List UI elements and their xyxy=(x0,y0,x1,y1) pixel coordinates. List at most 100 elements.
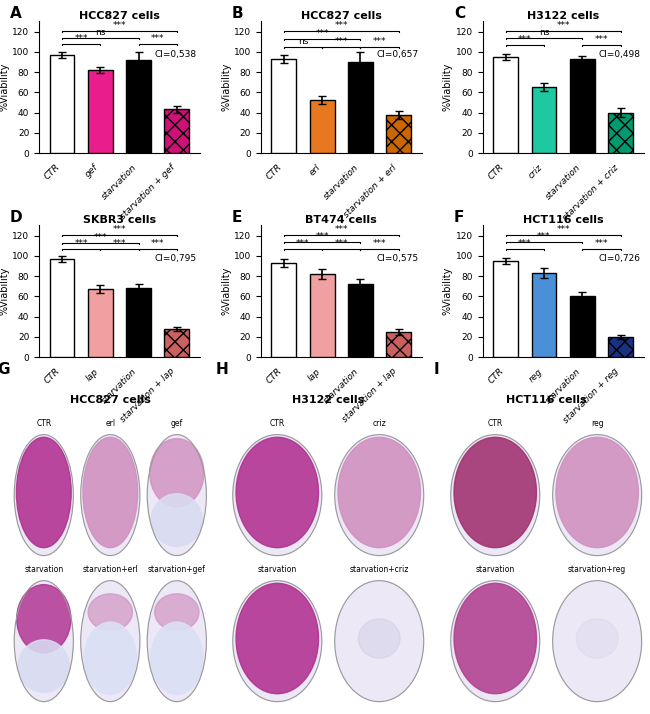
Ellipse shape xyxy=(18,640,70,693)
Ellipse shape xyxy=(81,580,140,702)
Text: ***: *** xyxy=(373,37,386,46)
Ellipse shape xyxy=(552,435,642,555)
Text: CI=0,726: CI=0,726 xyxy=(598,254,640,263)
Ellipse shape xyxy=(81,435,140,555)
Text: CI=0,795: CI=0,795 xyxy=(155,254,196,263)
Ellipse shape xyxy=(151,494,202,546)
Text: ***: *** xyxy=(373,239,386,248)
Bar xyxy=(126,60,151,153)
Ellipse shape xyxy=(148,435,206,555)
Ellipse shape xyxy=(358,619,400,658)
Text: ***: *** xyxy=(335,239,348,248)
Title: HCC827 cells: HCC827 cells xyxy=(79,11,160,21)
Title: HCC827 cells: HCC827 cells xyxy=(301,11,382,21)
Text: ***: *** xyxy=(315,232,329,241)
Ellipse shape xyxy=(148,580,206,702)
Text: reg: reg xyxy=(591,419,603,428)
Text: ***: *** xyxy=(112,239,126,248)
Text: ***: *** xyxy=(112,21,126,30)
Text: D: D xyxy=(10,210,23,225)
Bar xyxy=(272,59,296,153)
Title: BT474 cells: BT474 cells xyxy=(306,215,377,225)
Text: ***: *** xyxy=(94,233,107,242)
Text: A: A xyxy=(10,6,22,21)
Text: C: C xyxy=(454,6,465,21)
Bar xyxy=(88,289,112,357)
Ellipse shape xyxy=(83,437,138,548)
Text: ns: ns xyxy=(298,37,308,46)
Bar xyxy=(386,332,411,357)
Ellipse shape xyxy=(14,580,73,702)
Ellipse shape xyxy=(454,437,536,548)
Bar xyxy=(88,70,112,153)
Text: CTR: CTR xyxy=(270,419,285,428)
Text: F: F xyxy=(454,210,464,225)
Text: criz: criz xyxy=(372,419,386,428)
Ellipse shape xyxy=(335,580,424,702)
Text: ns: ns xyxy=(539,28,549,37)
Text: erl: erl xyxy=(105,419,115,428)
Ellipse shape xyxy=(338,437,421,548)
Bar xyxy=(272,263,296,357)
Text: ns: ns xyxy=(95,28,105,37)
Text: starvation+gef: starvation+gef xyxy=(148,565,206,574)
Ellipse shape xyxy=(14,435,73,555)
Bar xyxy=(608,113,633,153)
Bar xyxy=(570,59,595,153)
Text: H: H xyxy=(215,362,228,377)
Text: ***: *** xyxy=(335,37,348,46)
Text: ***: *** xyxy=(151,239,164,248)
Text: ***: *** xyxy=(595,35,608,44)
Text: starvation: starvation xyxy=(257,565,297,574)
Ellipse shape xyxy=(150,438,204,507)
Ellipse shape xyxy=(552,580,642,702)
Text: G: G xyxy=(0,362,10,377)
Ellipse shape xyxy=(335,435,424,555)
Ellipse shape xyxy=(450,435,540,555)
Title: H3122 cells: H3122 cells xyxy=(527,11,599,21)
Text: HCT116 cells: HCT116 cells xyxy=(506,395,586,405)
Title: HCT116 cells: HCT116 cells xyxy=(523,215,603,225)
Text: ***: *** xyxy=(595,239,608,248)
Bar xyxy=(126,288,151,357)
Ellipse shape xyxy=(16,437,72,548)
Text: ***: *** xyxy=(335,225,348,234)
Y-axis label: %Viability: %Viability xyxy=(443,267,453,316)
Text: ***: *** xyxy=(518,35,532,44)
Bar xyxy=(348,62,373,153)
Text: starvation+erl: starvation+erl xyxy=(83,565,138,574)
Ellipse shape xyxy=(151,622,203,695)
Text: CTR: CTR xyxy=(488,419,503,428)
Bar xyxy=(164,109,189,153)
Ellipse shape xyxy=(454,583,536,694)
Y-axis label: %Viability: %Viability xyxy=(0,63,9,111)
Bar xyxy=(532,87,556,153)
Text: ***: *** xyxy=(74,34,88,43)
Bar xyxy=(49,258,74,357)
Text: ***: *** xyxy=(296,239,309,248)
Text: CI=0,538: CI=0,538 xyxy=(155,51,196,59)
Ellipse shape xyxy=(233,580,322,702)
Ellipse shape xyxy=(233,435,322,555)
Text: HCC827 cells: HCC827 cells xyxy=(70,395,151,405)
Text: ***: *** xyxy=(518,239,532,248)
Bar xyxy=(570,296,595,357)
Text: H3122 cells: H3122 cells xyxy=(292,395,365,405)
Text: starvation+reg: starvation+reg xyxy=(568,565,627,574)
Text: CTR: CTR xyxy=(36,419,51,428)
Title: SKBR3 cells: SKBR3 cells xyxy=(83,215,156,225)
Bar xyxy=(348,284,373,357)
Text: gef: gef xyxy=(171,419,183,428)
Text: ***: *** xyxy=(556,225,570,234)
Y-axis label: %Viability: %Viability xyxy=(443,63,453,111)
Text: starvation+criz: starvation+criz xyxy=(350,565,409,574)
Ellipse shape xyxy=(88,594,133,630)
Text: B: B xyxy=(232,6,244,21)
Ellipse shape xyxy=(236,437,318,548)
Text: CI=0,498: CI=0,498 xyxy=(598,51,640,59)
Ellipse shape xyxy=(450,580,540,702)
Bar xyxy=(309,101,335,153)
Bar xyxy=(49,55,74,153)
Text: ***: *** xyxy=(74,239,88,248)
Y-axis label: %Viability: %Viability xyxy=(221,267,231,316)
